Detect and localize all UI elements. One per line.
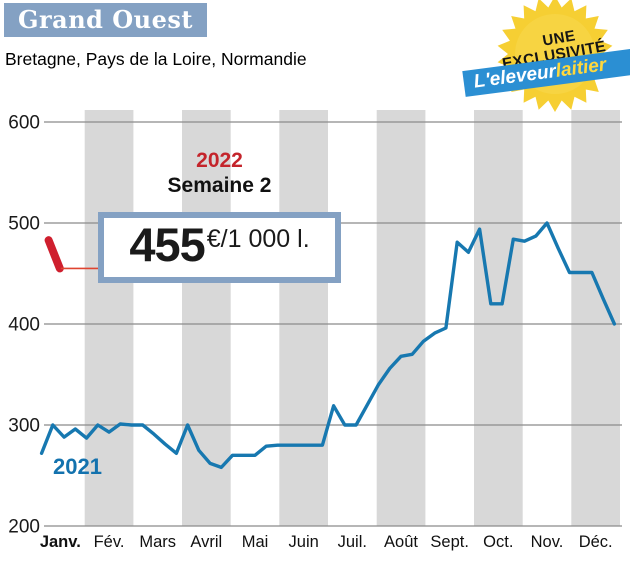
week-label: Semaine 2 (167, 174, 272, 197)
brand-name-part2: laitier (554, 54, 608, 82)
x-axis-label: Mai (242, 533, 269, 551)
y-axis-label: 500 (8, 214, 40, 235)
x-axis-label: Déc. (579, 533, 613, 551)
month-band (279, 110, 328, 526)
x-axis-label: Juin (289, 533, 319, 551)
year-2022-label: 2022 (196, 149, 243, 172)
month-band (474, 110, 523, 526)
month-band (376, 110, 426, 526)
badge-line1: UNE (541, 27, 577, 50)
month-band (84, 110, 134, 526)
x-axis-label: Avril (190, 533, 222, 551)
x-axis-label: Oct. (483, 533, 513, 551)
price-callout-box: 455 €/1 000 l. (98, 212, 341, 283)
y-axis-label: 400 (8, 315, 40, 336)
year-2021-label: 2021 (53, 454, 102, 479)
x-axis-label: Sept. (430, 533, 469, 551)
x-axis-label: Fév. (94, 533, 125, 551)
region-subtitle: Bretagne, Pays de la Loire, Normandie (5, 49, 307, 69)
y-axis-label: 200 (8, 517, 40, 538)
x-axis-label: Nov. (531, 533, 564, 551)
x-axis-label: Juil. (338, 533, 367, 551)
y-axis-label: 300 (8, 416, 40, 437)
price-line-2021 (39, 221, 617, 470)
y-axis-label: 600 (8, 113, 40, 134)
price-marker-2022 (44, 236, 64, 273)
page-title: Grand Ouest (4, 3, 207, 37)
price-value: 455 (129, 218, 205, 271)
x-axis-label: Mars (139, 533, 176, 551)
price-unit: €/1 000 l. (206, 225, 310, 253)
x-axis-label: Janv. (40, 533, 81, 551)
x-axis-label: Août (384, 533, 418, 551)
